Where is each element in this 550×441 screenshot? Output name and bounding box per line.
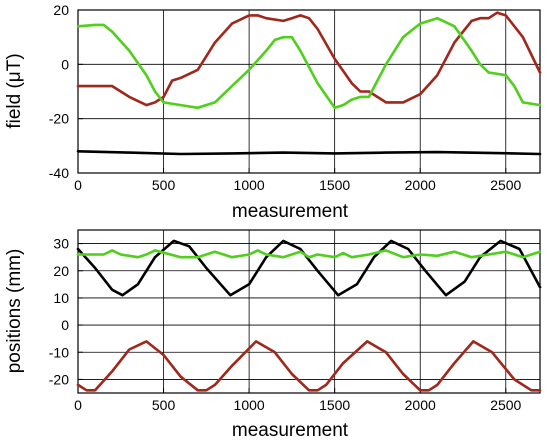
positions-plot-area bbox=[77, 229, 541, 394]
field-x-tick-labels: 0 500 1000 1500 2000 2500 bbox=[74, 177, 521, 193]
positions-y-tick-label: -20 bbox=[49, 371, 69, 387]
positions-x-axis-title: measurement bbox=[232, 420, 349, 441]
positions-y-axis-title: positions (mm) bbox=[4, 249, 25, 374]
field-y-tick-label: 0 bbox=[61, 56, 69, 72]
field-x-tick-label: 1500 bbox=[319, 177, 350, 193]
positions-x-tick-label: 0 bbox=[74, 397, 82, 413]
positions-series-0-line bbox=[76, 239, 542, 297]
field-series-1-line bbox=[76, 16, 542, 110]
field-plot-area bbox=[77, 9, 541, 174]
field-x-axis-title: measurement bbox=[232, 201, 349, 222]
field-x-tick-label: 500 bbox=[152, 177, 176, 193]
field-series-0-line bbox=[76, 11, 542, 107]
positions-series-2-line bbox=[76, 340, 542, 392]
field-grid bbox=[78, 10, 540, 173]
field-series-2-line bbox=[76, 150, 542, 156]
positions-x-tick-label: 1500 bbox=[319, 397, 350, 413]
positions-ticks bbox=[77, 243, 507, 393]
field-x-tick-label: 2000 bbox=[405, 177, 436, 193]
positions-x-tick-label: 1000 bbox=[234, 397, 265, 413]
positions-grid bbox=[78, 230, 540, 393]
positions-series-2-halo bbox=[76, 340, 542, 392]
positions-y-tick-label: 20 bbox=[53, 263, 69, 279]
positions-y-tick-labels: -20 -10 0 10 20 30 bbox=[49, 236, 69, 388]
field-series-1-halo bbox=[76, 16, 542, 110]
field-y-tick-label: -40 bbox=[49, 165, 69, 181]
positions-y-tick-label: 10 bbox=[53, 290, 69, 306]
positions-y-tick-label: 0 bbox=[61, 317, 69, 333]
positions-series-1-line bbox=[76, 249, 542, 259]
field-y-axis-title: field (μT) bbox=[4, 53, 25, 128]
positions-chart: 0 500 1000 1500 2000 2500 -20 -10 0 10 20 30 measu… bbox=[4, 229, 542, 441]
field-series-0-halo bbox=[76, 11, 542, 107]
positions-y-tick-label: -10 bbox=[49, 344, 69, 360]
field-series bbox=[76, 11, 542, 156]
field-y-tick-label: -20 bbox=[49, 111, 69, 127]
positions-x-tick-label: 500 bbox=[152, 397, 176, 413]
positions-x-tick-labels: 0 500 1000 1500 2000 2500 bbox=[74, 397, 521, 413]
positions-x-tick-label: 2000 bbox=[405, 397, 436, 413]
field-chart: 0 500 1000 1500 2000 2500 -40 -20 0 20 measureme… bbox=[4, 2, 542, 222]
positions-series bbox=[76, 239, 542, 392]
positions-y-tick-label: 30 bbox=[53, 236, 69, 252]
field-x-tick-label: 2500 bbox=[490, 177, 521, 193]
field-x-tick-label: 1000 bbox=[234, 177, 265, 193]
field-y-tick-labels: -40 -20 0 20 bbox=[49, 2, 69, 181]
field-y-tick-label: 20 bbox=[53, 2, 69, 18]
field-ticks bbox=[77, 9, 507, 174]
field-x-tick-label: 0 bbox=[74, 177, 82, 193]
positions-x-tick-label: 2500 bbox=[490, 397, 521, 413]
